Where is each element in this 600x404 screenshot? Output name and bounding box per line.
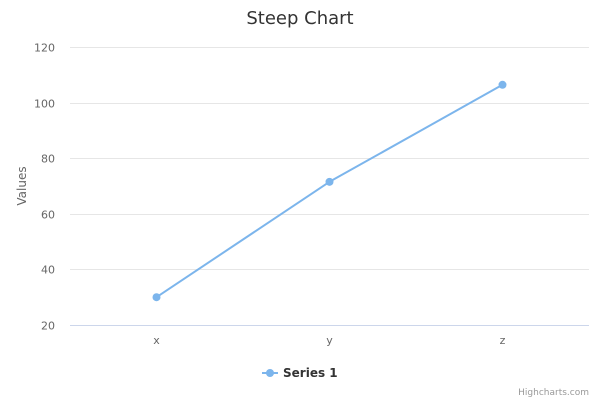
x-tick-label: z xyxy=(500,334,506,347)
y-tick-label: 20 xyxy=(41,320,55,333)
y-tick-label: 40 xyxy=(41,264,55,277)
legend-marker-icon xyxy=(266,369,274,377)
data-point-marker[interactable] xyxy=(152,293,161,302)
data-point-marker[interactable] xyxy=(498,80,507,89)
data-point-marker[interactable] xyxy=(325,177,334,186)
y-axis-title: Values xyxy=(15,166,29,205)
legend[interactable]: Series 1 xyxy=(262,366,338,380)
x-axis-ticks: x y z xyxy=(153,334,505,347)
x-tick-label: x xyxy=(153,334,160,347)
grid-lines xyxy=(70,47,589,326)
y-tick-label: 100 xyxy=(34,98,55,111)
x-tick-label: y xyxy=(326,334,333,347)
y-tick-label: 60 xyxy=(41,209,55,222)
chart-title: Steep Chart xyxy=(246,8,353,29)
credits-link[interactable]: Highcharts.com xyxy=(518,388,589,398)
series-group xyxy=(152,80,507,302)
y-tick-label: 80 xyxy=(41,153,55,166)
y-tick-label: 120 xyxy=(34,42,55,55)
legend-label-series-1[interactable]: Series 1 xyxy=(283,366,338,380)
y-axis-ticks: 20 40 60 80 100 120 xyxy=(34,42,55,333)
